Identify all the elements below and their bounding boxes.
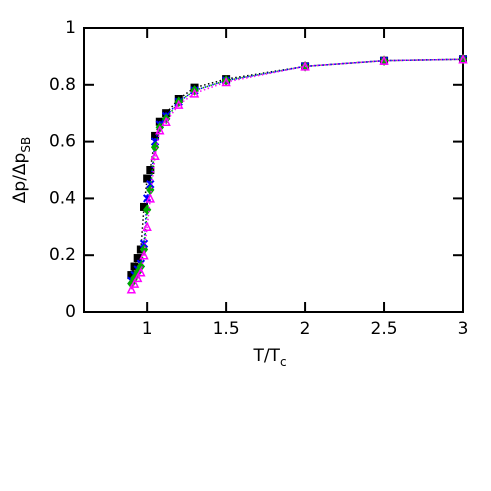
plot-frame xyxy=(83,27,464,313)
x-label-main: T/T xyxy=(252,346,280,366)
marker xyxy=(129,278,140,288)
y-label-sub: SB xyxy=(19,137,33,153)
marker xyxy=(300,61,310,71)
y-tick-label: 0.6 xyxy=(49,132,76,152)
marker xyxy=(145,193,156,203)
marker xyxy=(150,150,160,161)
marker xyxy=(136,267,146,277)
marker xyxy=(379,55,389,65)
series-line xyxy=(130,58,464,290)
y-tick-label: 0.8 xyxy=(49,75,76,95)
y-tick-label: 0.4 xyxy=(49,188,76,208)
marker xyxy=(221,76,231,87)
marker xyxy=(139,244,149,255)
y-tick-label: 0.2 xyxy=(49,245,76,265)
x-label-sub: c xyxy=(280,355,287,369)
y-tick-label: 0 xyxy=(65,302,76,322)
y-tick-label: 1 xyxy=(65,18,76,38)
x-tick-label: 1.5 xyxy=(213,319,240,339)
marker xyxy=(132,272,143,283)
marker xyxy=(458,53,468,65)
x-tick-label: 2 xyxy=(300,319,311,339)
marker xyxy=(458,54,468,64)
marker xyxy=(189,88,200,98)
x-tick-label: 3 xyxy=(458,319,469,339)
marker xyxy=(161,116,171,126)
marker xyxy=(142,221,152,232)
y-axis-label: Δp/ΔpSB xyxy=(10,137,33,203)
y-label-main: Δp/Δp xyxy=(10,153,30,204)
series-line xyxy=(130,58,464,284)
series-line xyxy=(130,58,464,276)
marker xyxy=(146,166,155,174)
marker xyxy=(379,55,389,66)
marker xyxy=(126,284,137,294)
marker xyxy=(155,125,165,135)
x-tick-label: 1 xyxy=(142,319,153,339)
marker xyxy=(174,99,184,109)
series-line xyxy=(130,58,464,282)
marker xyxy=(139,250,149,260)
x-axis-label: T/Tc xyxy=(252,346,286,369)
x-tick-label: 2.5 xyxy=(371,319,398,339)
